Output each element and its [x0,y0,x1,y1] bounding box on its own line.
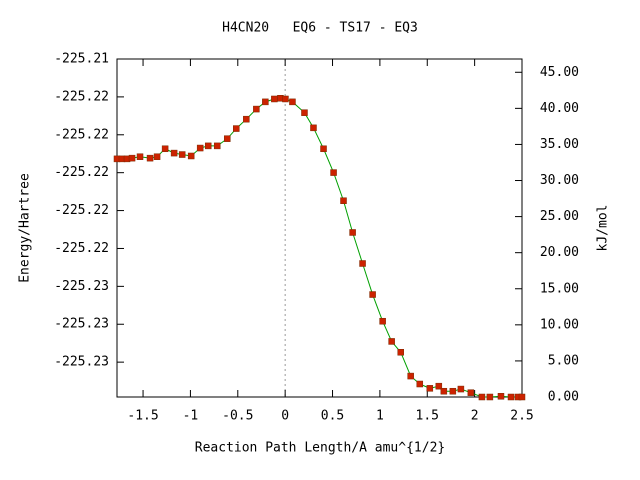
x-tick-label: -1 [183,409,199,424]
data-point [435,382,443,390]
y-axis-label: Energy/Hartree [18,173,33,283]
data-point [440,387,448,395]
data-point [330,169,337,176]
data-point [310,124,317,132]
data-point [478,393,486,401]
data-point [289,98,296,106]
data-point [407,372,414,380]
data-point [213,142,221,150]
y2-tick-label: 35.00 [540,137,579,152]
y2-tick-label: 25.00 [540,209,579,224]
y2-tick-label: 10.00 [540,317,579,332]
data-point [349,229,356,236]
y2-axis-label: kJ/mol [596,205,611,252]
y2-tick-label: 5.00 [548,353,579,368]
data-point [253,105,260,113]
data-point [301,109,308,116]
y2-tick-label: 30.00 [540,173,579,188]
data-point [136,153,144,160]
data-point [426,385,434,392]
data-point [379,317,386,325]
data-point [224,135,231,142]
y-tick-label: -225.22 [54,203,109,218]
y-tick-label: -225.22 [54,89,109,104]
data-point [128,154,136,162]
data-point [320,145,327,153]
data-point [416,380,424,388]
y-tick-label: -225.22 [54,127,109,142]
data-point [204,142,212,150]
data-point [161,145,169,153]
data-point [467,389,475,396]
y-tick-label: -225.23 [54,355,109,370]
data-point [187,152,195,160]
y-tick-label: -225.23 [54,317,109,332]
data-point [507,393,515,401]
data-point [196,144,204,152]
x-tick-label: 1.5 [416,409,439,424]
y2-tick-label: 0.00 [548,390,579,405]
y-tick-label: -225.22 [54,165,109,180]
data-point [340,197,347,204]
y2-tick-label: 15.00 [540,281,579,296]
x-tick-label: -0.5 [222,409,253,424]
x-tick-label: -1.5 [127,409,158,424]
x-tick-label: 2 [471,409,479,424]
y2-tick-label: 20.00 [540,245,579,260]
data-point [486,393,494,401]
data-point [233,125,240,132]
y-tick-label: -225.23 [54,279,109,294]
y-tick-label: -225.21 [54,52,109,67]
data-point [170,149,178,157]
data-point [457,385,465,393]
data-point [518,393,526,401]
x-tick-label: 1 [376,409,384,424]
data-point [397,349,404,356]
data-point [369,291,376,298]
x-axis-label: Reaction Path Length/A amu^{1/2} [195,441,445,456]
data-point [262,98,269,106]
data-point [271,95,278,103]
data-point [359,260,366,267]
data-point [243,115,250,123]
data-point [282,95,289,103]
y2-tick-label: 45.00 [540,65,579,80]
data-point [146,154,154,162]
data-point [497,393,505,400]
y-tick-label: -225.22 [54,241,109,256]
chart-title: H4CN20 EQ6 - TS17 - EQ3 [222,21,418,36]
x-tick-label: 2.5 [510,409,533,424]
y2-tick-label: 40.00 [540,101,579,116]
x-tick-label: 0.5 [321,409,344,424]
x-tick-label: 0 [281,409,289,424]
data-point [153,153,161,160]
data-point [449,387,457,395]
data-point [388,338,395,345]
plot-frame [116,58,523,398]
data-point [178,151,186,158]
